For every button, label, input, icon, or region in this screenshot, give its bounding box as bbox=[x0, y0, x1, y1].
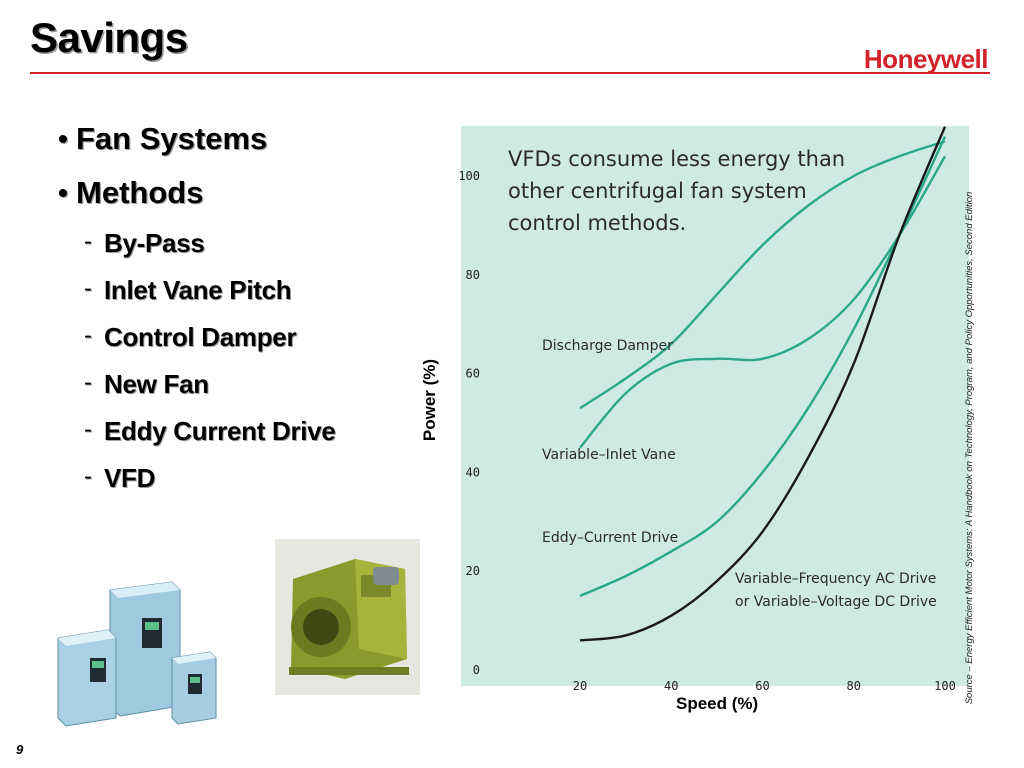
x-axis-label: Speed (%) bbox=[676, 694, 759, 713]
sub-bullet-text: Control Damper bbox=[104, 322, 297, 352]
dash-icon: - bbox=[84, 369, 92, 396]
vfd-curve bbox=[579, 126, 947, 642]
discharge-damper-curve bbox=[579, 140, 946, 410]
bullet-text: Methods bbox=[76, 175, 204, 210]
y-tick-label: 100 bbox=[458, 169, 480, 183]
chart-title-line: VFDs consume less energy than bbox=[508, 147, 845, 171]
y-tick-label: 0 bbox=[473, 663, 480, 677]
bullet-methods: • Methods bbox=[58, 166, 336, 220]
dash-icon: - bbox=[84, 416, 92, 443]
x-tick-label: 60 bbox=[755, 679, 769, 693]
bullet-dot-icon: • bbox=[58, 177, 68, 208]
honeywell-logo: Honeywell bbox=[863, 44, 989, 74]
plot-background bbox=[461, 126, 969, 686]
y-tick-label: 80 bbox=[466, 268, 480, 282]
sub-bullet-text: VFD bbox=[104, 463, 156, 493]
label-eddy-current: Eddy–Current Drive bbox=[542, 530, 678, 546]
x-tick-label: 40 bbox=[664, 679, 678, 693]
y-tick-label: 40 bbox=[466, 465, 480, 479]
page-number: 9 bbox=[16, 742, 24, 757]
sub-bullet-eddy-current: - Eddy Current Drive bbox=[84, 408, 336, 455]
sub-bullet-inlet-vane: - Inlet Vane Pitch bbox=[84, 267, 336, 314]
centrifugal-fan-icon bbox=[275, 539, 420, 695]
methods-sublist: - By-Pass - Inlet Vane Pitch - Control Damp… bbox=[58, 220, 336, 502]
sub-bullet-text: By-Pass bbox=[104, 228, 205, 258]
slide-title: Savings bbox=[30, 14, 188, 61]
dash-icon: - bbox=[84, 463, 92, 490]
title-divider bbox=[30, 72, 990, 74]
x-tick-label: 20 bbox=[573, 679, 587, 693]
chart-title-line: other centrifugal fan system bbox=[508, 179, 807, 203]
label-vfd-line1: Variable–Frequency AC Drive bbox=[735, 571, 936, 587]
bullet-dot-icon: • bbox=[58, 123, 68, 154]
dash-icon: - bbox=[84, 322, 92, 349]
x-tick-label: 100 bbox=[934, 679, 956, 693]
dash-icon: - bbox=[84, 228, 92, 255]
label-vfd-line2: or Variable–Voltage DC Drive bbox=[735, 594, 937, 610]
sub-bullet-vfd: - VFD bbox=[84, 455, 336, 502]
sub-bullet-text: New Fan bbox=[104, 369, 209, 399]
sub-bullet-text: Eddy Current Drive bbox=[104, 416, 336, 446]
dash-icon: - bbox=[84, 275, 92, 302]
chart-title-line: control methods. bbox=[508, 211, 686, 235]
sub-bullet-new-fan: - New Fan bbox=[84, 361, 336, 408]
label-inlet-vane: Variable–Inlet Vane bbox=[542, 447, 676, 463]
y-axis-label: Power (%) bbox=[420, 358, 439, 442]
sub-bullet-bypass: - By-Pass bbox=[84, 220, 336, 267]
sub-bullet-text: Inlet Vane Pitch bbox=[104, 275, 292, 305]
power-speed-chart: 0 20 40 60 80 100 20 40 60 80 100 VFDs consume les… bbox=[458, 126, 975, 705]
x-tick-label: 80 bbox=[847, 679, 861, 693]
bullet-fan-systems: • Fan Systems bbox=[58, 112, 336, 166]
y-tick-label: 20 bbox=[466, 564, 480, 578]
sub-bullet-control-damper: - Control Damper bbox=[84, 314, 336, 361]
vfd-drives-icon bbox=[57, 581, 217, 727]
bullet-text: Fan Systems bbox=[76, 121, 268, 156]
source-note: Source – Energy Efficient Motor Systems:… bbox=[964, 192, 975, 705]
y-tick-label: 60 bbox=[466, 367, 480, 381]
bullet-list: • Fan Systems • Methods - By-Pass - Inlet … bbox=[58, 112, 336, 502]
label-discharge-damper: Discharge Damper bbox=[542, 338, 673, 354]
